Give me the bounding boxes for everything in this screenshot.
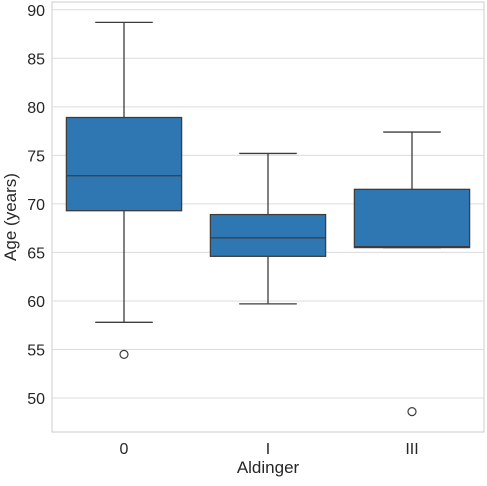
box-group-I (209, 152, 327, 305)
y-tick-label: 80 (27, 100, 45, 117)
x-tick-labels: 0 I III (120, 441, 419, 458)
boxes (65, 21, 471, 417)
y-tick-labels: 50 55 60 65 70 75 80 85 90 (27, 3, 45, 408)
iqr-box (353, 188, 471, 249)
box-group-III (353, 131, 471, 417)
y-tick-label: 75 (27, 148, 45, 165)
y-tick-label: 60 (27, 294, 45, 311)
x-axis-label: Aldinger (237, 458, 300, 477)
y-tick-label: 50 (27, 391, 45, 408)
x-tick-label: III (405, 441, 418, 458)
x-tick-label: 0 (120, 441, 129, 458)
box-group-0 (65, 21, 183, 359)
y-axis-label: Age (years) (1, 173, 20, 261)
y-tick-label: 70 (27, 197, 45, 214)
y-tick-label: 65 (27, 245, 45, 262)
iqr-box (209, 213, 327, 257)
y-tick-label: 90 (27, 3, 45, 20)
y-tick-label: 85 (27, 51, 45, 68)
outlier-point (407, 407, 417, 417)
iqr-box (65, 116, 183, 212)
outlier-point (119, 349, 129, 359)
y-tick-label: 55 (27, 342, 45, 359)
x-tick-label: I (266, 441, 270, 458)
